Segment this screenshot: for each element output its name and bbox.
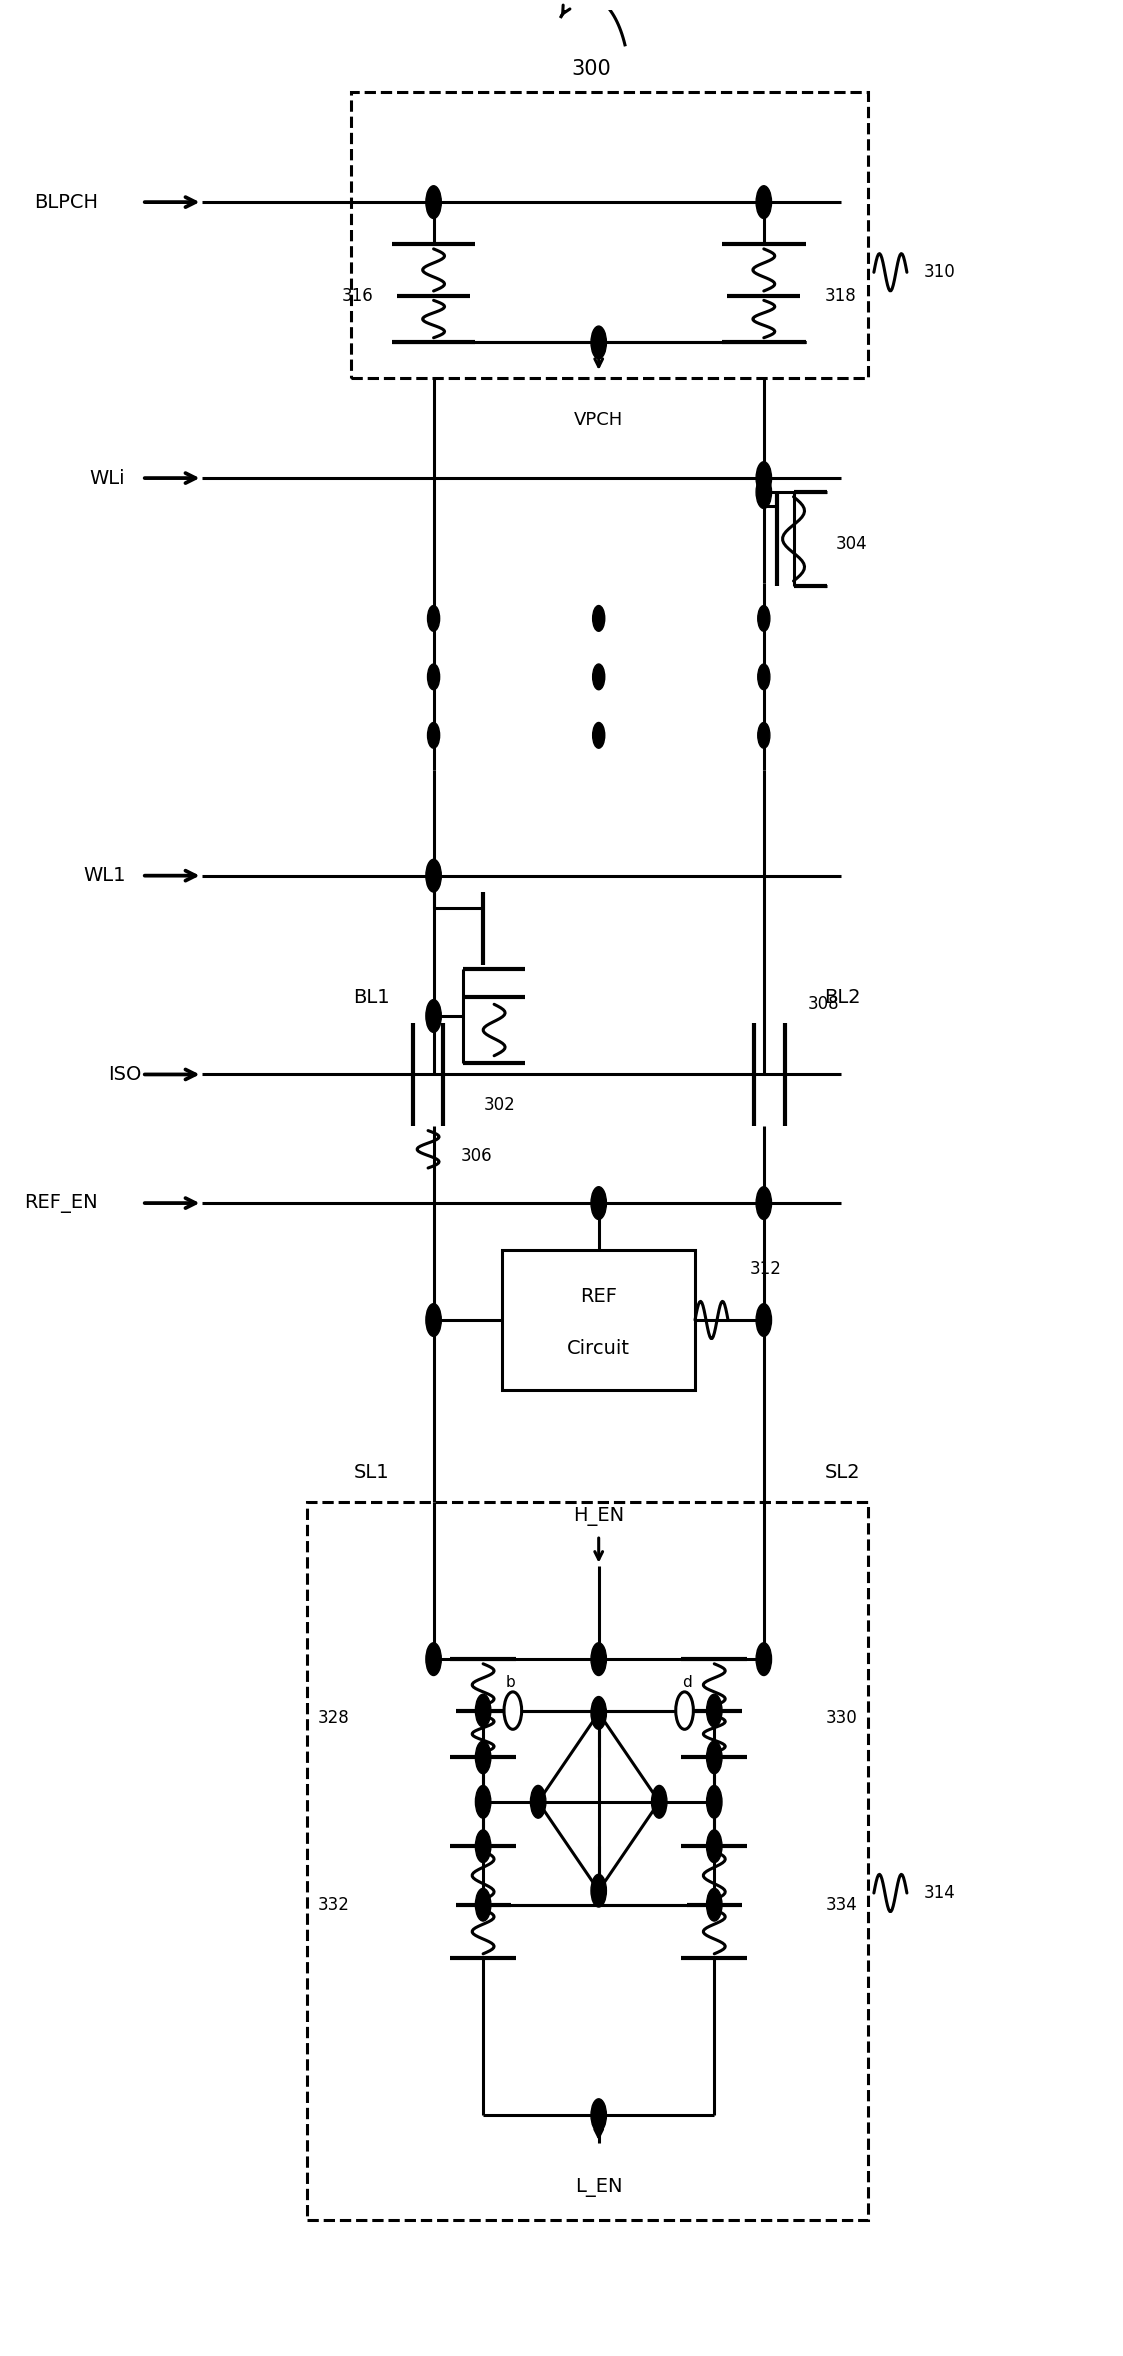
Circle shape: [475, 1831, 491, 1864]
Circle shape: [758, 723, 770, 749]
Text: 332: 332: [318, 1897, 350, 1913]
Text: b: b: [505, 1675, 515, 1689]
Text: Circuit: Circuit: [567, 1338, 630, 1357]
Text: 328: 328: [318, 1708, 349, 1727]
Circle shape: [756, 1303, 772, 1336]
Text: 316: 316: [341, 287, 373, 304]
Text: H_EN: H_EN: [573, 1508, 624, 1527]
Circle shape: [651, 1786, 667, 1819]
Circle shape: [756, 1642, 772, 1675]
Circle shape: [475, 1741, 491, 1774]
Text: VPCH: VPCH: [574, 410, 623, 429]
Text: BL1: BL1: [353, 987, 390, 1006]
Circle shape: [591, 1642, 606, 1675]
Circle shape: [593, 605, 605, 631]
Circle shape: [706, 1831, 722, 1864]
Text: BLPCH: BLPCH: [34, 193, 98, 212]
Text: WL1: WL1: [83, 867, 126, 886]
Circle shape: [591, 1875, 606, 1906]
Circle shape: [530, 1786, 546, 1819]
Text: SL1: SL1: [354, 1463, 390, 1482]
Text: REF: REF: [581, 1286, 618, 1305]
Text: 310: 310: [923, 264, 956, 280]
Circle shape: [758, 605, 770, 631]
Text: L_EN: L_EN: [575, 2179, 622, 2198]
Text: 314: 314: [923, 1885, 956, 1901]
Text: 306: 306: [462, 1147, 493, 1166]
Circle shape: [428, 664, 439, 690]
Bar: [502, 1251, 695, 1390]
Circle shape: [426, 999, 441, 1032]
Text: BL2: BL2: [824, 987, 861, 1006]
Circle shape: [475, 1694, 491, 1727]
Circle shape: [756, 476, 772, 509]
Text: 334: 334: [825, 1897, 857, 1913]
Circle shape: [756, 462, 772, 495]
Text: REF_EN: REF_EN: [25, 1194, 98, 1213]
Circle shape: [426, 1642, 441, 1675]
Circle shape: [756, 1187, 772, 1220]
Text: ISO: ISO: [109, 1065, 141, 1084]
Circle shape: [706, 1786, 722, 1819]
Circle shape: [475, 1887, 491, 1920]
Circle shape: [593, 723, 605, 749]
Circle shape: [591, 1696, 606, 1729]
Text: 302: 302: [484, 1096, 515, 1114]
Bar: [307, 1503, 868, 2219]
Circle shape: [504, 1692, 522, 1729]
Circle shape: [426, 860, 441, 893]
Circle shape: [706, 1887, 722, 1920]
Text: SL2: SL2: [824, 1463, 860, 1482]
Text: WLi: WLi: [90, 469, 126, 488]
Circle shape: [591, 2099, 606, 2132]
Circle shape: [676, 1692, 693, 1729]
Text: 318: 318: [824, 287, 856, 304]
Circle shape: [591, 1187, 606, 1220]
Text: 312: 312: [750, 1260, 782, 1277]
Circle shape: [426, 186, 441, 219]
Circle shape: [475, 1786, 491, 1819]
Bar: [351, 92, 868, 377]
Circle shape: [756, 186, 772, 219]
Text: 300: 300: [572, 59, 611, 78]
Circle shape: [758, 664, 770, 690]
Text: 308: 308: [807, 994, 840, 1013]
Circle shape: [428, 723, 439, 749]
Circle shape: [591, 325, 606, 358]
Circle shape: [706, 1694, 722, 1727]
Circle shape: [706, 1741, 722, 1774]
Circle shape: [593, 664, 605, 690]
Circle shape: [428, 605, 439, 631]
Circle shape: [426, 1303, 441, 1336]
Text: 330: 330: [825, 1708, 857, 1727]
Text: 304: 304: [836, 535, 867, 554]
Text: d: d: [682, 1675, 692, 1689]
